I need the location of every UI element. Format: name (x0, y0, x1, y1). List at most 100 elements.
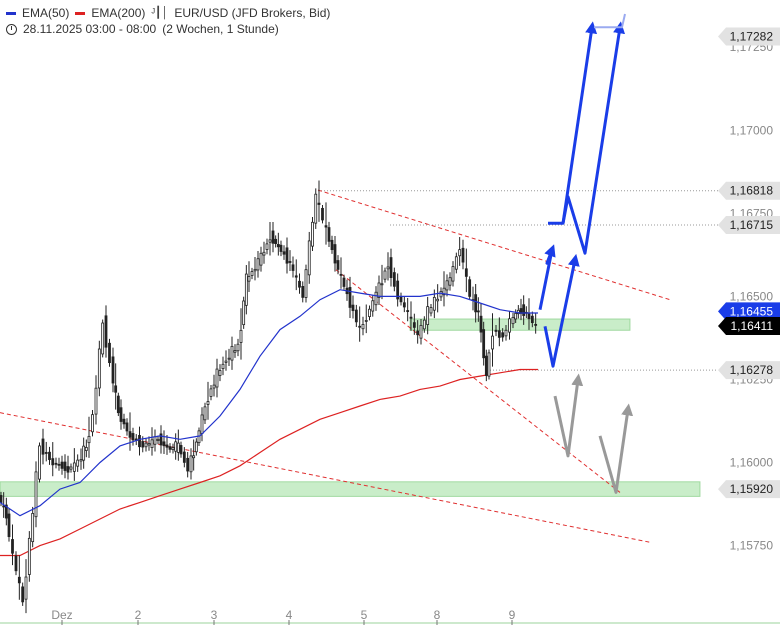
y-tick-label: 1,16000 (730, 456, 774, 470)
candle-body (307, 240, 311, 276)
price-badge-label: 1,16715 (730, 218, 774, 232)
candle-body (189, 455, 193, 473)
x-tick-label: 2 (135, 608, 142, 622)
candle-body (392, 272, 396, 287)
candle-body (358, 325, 362, 328)
candle-body (301, 286, 305, 298)
candle-body (416, 330, 420, 336)
candle-body (468, 279, 472, 297)
candle-body (364, 320, 368, 322)
candle-body (389, 257, 393, 278)
price-badge-5 (718, 361, 780, 380)
candle-body (239, 329, 243, 343)
candle-body (24, 576, 28, 600)
price-badge-2 (718, 215, 780, 234)
candle-body (203, 406, 207, 421)
candle-body (186, 457, 190, 472)
y-tick-label: 1,15750 (730, 539, 774, 553)
candle-body (291, 264, 295, 271)
candlestick-icon: ᴶ┃│ (151, 7, 169, 19)
candle-body (101, 322, 105, 355)
candle-body (27, 537, 31, 575)
candle-body (0, 495, 3, 503)
candle-body (494, 329, 498, 332)
candle-body (454, 256, 458, 270)
candle-body (304, 269, 308, 298)
y-tick-label: 1,17000 (730, 123, 774, 137)
price-badge-0 (718, 27, 780, 46)
candle-body (63, 461, 67, 471)
scenario-arrow-blue-0 (538, 244, 556, 310)
candle-body (534, 323, 538, 326)
trend-line-0 (317, 189, 671, 301)
candle-body (233, 350, 237, 353)
candle-body (57, 463, 61, 466)
candle-body (156, 438, 160, 441)
scenario-arrow-gray-0 (553, 373, 584, 458)
candle-body (162, 441, 166, 447)
candle-body (274, 238, 278, 244)
price-badge-3 (718, 302, 780, 321)
candle-body (4, 504, 8, 519)
price-badge-label: 1,15920 (730, 482, 774, 496)
price-badge-1 (718, 181, 780, 200)
candle-body (182, 451, 186, 463)
candle-body (11, 539, 14, 554)
candle-body (419, 324, 423, 339)
candle-body (333, 244, 337, 264)
price-badge-label: 1,16455 (730, 304, 774, 318)
candle-body (215, 368, 219, 388)
candle-body (442, 287, 446, 296)
candle-body (436, 298, 440, 302)
candle-body (2, 505, 6, 508)
candle-body (51, 458, 55, 466)
candle-body (224, 360, 228, 363)
candle-body (348, 287, 352, 308)
candle-body (79, 459, 83, 462)
candle-body (253, 268, 257, 272)
price-badge-label: 1,16818 (730, 184, 774, 198)
price-badge-label: 1,16411 (731, 319, 774, 333)
candle-body (354, 309, 358, 323)
candle-body (339, 273, 343, 276)
ema200-label: EMA(200) (91, 6, 146, 20)
candle-body (321, 207, 324, 221)
candle-body (176, 442, 180, 453)
x-tick-label: 3 (211, 608, 218, 622)
period-label: (2 Wochen, 1 Stunde) (162, 22, 279, 36)
candle-body (368, 308, 371, 317)
candle-body (426, 306, 430, 325)
candle-body (482, 329, 486, 359)
scenario-arrow-blue-1 (543, 253, 580, 368)
candle-body (14, 555, 18, 572)
candle-body (383, 270, 387, 280)
candle-body (60, 461, 64, 469)
candle-body (294, 275, 298, 278)
candle-body (66, 466, 70, 473)
candle-body (128, 431, 132, 438)
candle-body (141, 441, 145, 448)
candle-body (218, 370, 222, 376)
candle-body (445, 280, 449, 291)
x-tick-label: Dez (51, 608, 72, 622)
candle-body (380, 283, 384, 286)
candle-body (82, 445, 86, 461)
ema50-line (0, 289, 538, 517)
candle-body (402, 302, 406, 308)
candle-body (17, 576, 21, 584)
candle-body (34, 471, 38, 518)
candle-body (72, 462, 76, 472)
candle-body (104, 315, 108, 348)
candle-body (422, 319, 426, 330)
candle-body (476, 310, 480, 313)
price-badge-6 (718, 480, 780, 499)
x-tick-label: 9 (509, 608, 516, 622)
candle-body (41, 438, 45, 455)
candle-body (168, 446, 172, 450)
candle-body (429, 307, 433, 314)
candle-body (298, 280, 301, 288)
candle-body (464, 268, 468, 277)
candle-body (48, 451, 51, 460)
candle-body (396, 280, 400, 300)
candle-body (314, 193, 318, 224)
